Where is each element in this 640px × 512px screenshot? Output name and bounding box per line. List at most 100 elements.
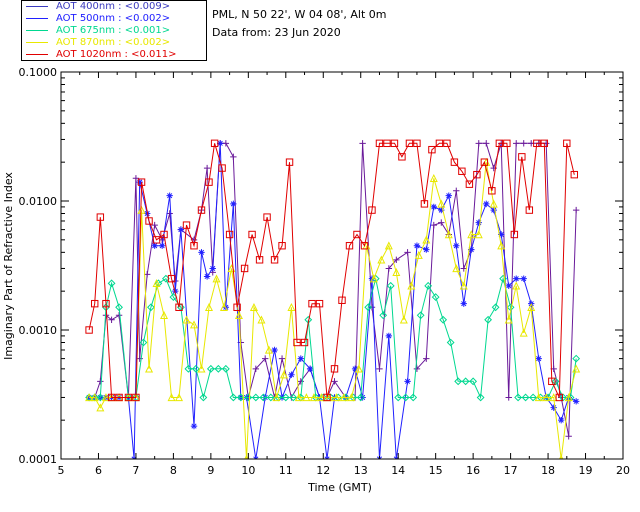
data-point (534, 393, 543, 402)
data-point (430, 203, 437, 211)
data-point (145, 364, 154, 373)
data-point (338, 296, 346, 304)
data-point (212, 274, 221, 283)
data-point (398, 153, 406, 161)
data-point (97, 378, 104, 385)
data-point (230, 200, 237, 208)
data-point (115, 303, 123, 312)
data-point (209, 265, 216, 272)
data-point (151, 221, 158, 229)
data-point (443, 139, 451, 148)
data-point (184, 364, 193, 373)
data-point (527, 302, 536, 311)
data-point (85, 393, 94, 402)
data-point (416, 311, 425, 320)
data-point (354, 364, 363, 373)
data-point (385, 265, 393, 272)
data-point (399, 315, 408, 324)
data-point (136, 178, 143, 186)
data-point (287, 302, 296, 311)
data-point (392, 267, 401, 277)
data-point (498, 231, 505, 238)
data-point (257, 315, 266, 324)
data-point (309, 393, 318, 402)
data-point (190, 242, 198, 250)
data-point (175, 393, 184, 402)
axes: 5 6 7 8 9 10 11 12 13 14 15 16 17 18 19 20 0.0001 0.0010 0… (19, 66, 631, 477)
data-point (90, 393, 99, 402)
legend-label: AOT 870nm : <0.002> (56, 37, 171, 48)
data-point (221, 364, 230, 373)
data-point (145, 217, 153, 225)
data-point (240, 264, 249, 273)
data-point (189, 320, 199, 329)
x-tick-label: 19 (579, 464, 593, 477)
data-point (214, 364, 223, 373)
x-tick-label: 5 (58, 464, 65, 477)
data-point (91, 299, 99, 308)
y-tick-label: 0.0100 (19, 195, 58, 208)
data-point (572, 364, 581, 373)
x-tick-label: 12 (316, 464, 330, 477)
data-point (423, 355, 430, 362)
data-point (293, 338, 301, 347)
data-point (132, 393, 140, 402)
data-point (339, 393, 348, 402)
data-point (379, 311, 388, 320)
legend-swatch (26, 6, 48, 7)
data-point (503, 139, 511, 148)
data-point (564, 393, 573, 402)
data-point (469, 377, 478, 386)
data-point (315, 299, 324, 308)
data-point (297, 355, 304, 362)
data-point (288, 371, 295, 378)
data-point (219, 302, 228, 311)
data-point (332, 393, 341, 402)
data-point (96, 403, 105, 412)
data-point (540, 139, 549, 148)
data-point (480, 158, 489, 166)
y-axis-label: Imaginary Part of Refractive Index (2, 172, 15, 360)
x-tick-label: 7 (132, 464, 139, 477)
legend-label: AOT 1020nm : <0.011> (56, 49, 177, 60)
data-point (124, 393, 133, 402)
data-point (218, 164, 226, 172)
legend-swatch (26, 18, 48, 19)
data-point (404, 378, 411, 385)
data-point (401, 393, 410, 402)
data-point (383, 139, 391, 148)
series-line (88, 142, 575, 398)
data-point (259, 393, 268, 402)
data-point (488, 187, 496, 195)
data-point (570, 170, 578, 179)
data-point (390, 139, 399, 148)
data-point (356, 393, 365, 402)
data-point (230, 153, 237, 161)
data-point (203, 273, 211, 280)
data-point (351, 365, 359, 373)
data-point (266, 393, 275, 402)
data-point (495, 139, 504, 148)
data-point (542, 393, 551, 402)
data-point (460, 300, 467, 307)
data-point (182, 315, 191, 324)
data-point (263, 213, 271, 221)
data-point (203, 164, 211, 172)
x-tick-label: 11 (279, 464, 293, 477)
data-point (483, 200, 490, 208)
data-point (413, 365, 421, 373)
data-point (205, 178, 213, 186)
data-point (489, 199, 498, 208)
data-point (147, 303, 155, 312)
x-tick-label: 18 (541, 464, 555, 477)
data-point (222, 140, 230, 147)
data-point (360, 242, 369, 250)
data-point (177, 226, 185, 233)
data-point (278, 242, 286, 250)
data-point (115, 393, 123, 402)
data-point (85, 326, 93, 334)
x-tick-label: 10 (241, 464, 255, 477)
data-point (438, 219, 445, 226)
legend-swatch (26, 54, 48, 55)
